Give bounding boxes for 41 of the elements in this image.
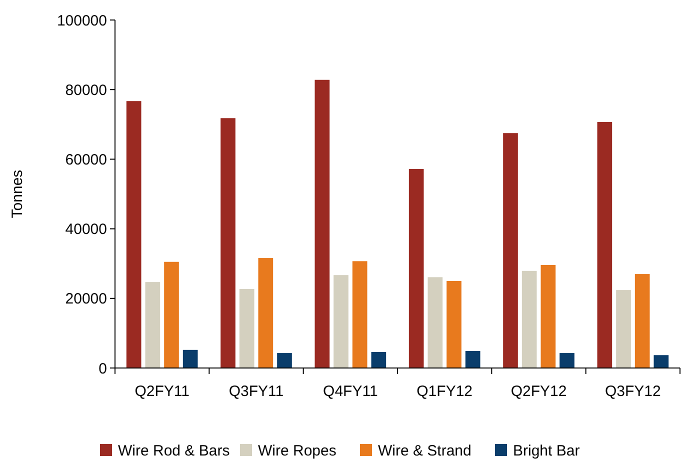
bar	[314, 80, 330, 368]
legend-label: Wire Ropes	[258, 442, 336, 460]
x-tick-label: Q3FY11	[228, 383, 284, 400]
bar	[334, 275, 348, 368]
legend-label: Wire & Strand	[378, 442, 472, 460]
bar	[503, 133, 518, 368]
bar	[220, 118, 236, 368]
bar	[408, 168, 424, 368]
legend-label: Wire Rod & Bars	[118, 442, 230, 460]
bar	[182, 350, 198, 368]
legend-label: Bright Bar	[513, 442, 580, 460]
bar	[145, 282, 160, 368]
bar	[522, 270, 537, 368]
y-axis-title: Tonnes	[9, 170, 26, 218]
y-tick-label: 20000	[65, 290, 107, 308]
bar	[560, 353, 574, 368]
bar	[597, 122, 612, 368]
bar	[126, 101, 142, 368]
bar	[616, 290, 631, 368]
x-tick-label: Q4FY11	[323, 383, 378, 400]
x-tick-label: Q1FY12	[416, 383, 473, 400]
x-tick-label: Q2FY12	[510, 383, 567, 400]
y-tick-label: 60000	[65, 151, 107, 168]
bar	[654, 355, 669, 368]
bar	[371, 352, 386, 368]
y-tick-label: 100000	[56, 12, 107, 30]
x-tick-label: Q3FY12	[604, 383, 661, 400]
y-tick-label: 40000	[65, 221, 107, 238]
y-tick-label: 80000	[65, 82, 107, 99]
bar	[540, 264, 556, 368]
y-tick-label: 0	[98, 360, 107, 378]
bar	[428, 277, 443, 368]
x-tick-label: Q2FY11	[134, 383, 190, 400]
bar	[634, 274, 650, 368]
bar	[352, 261, 368, 368]
bar	[164, 262, 179, 368]
bar	[277, 353, 292, 368]
bar	[446, 281, 462, 368]
bar	[258, 258, 274, 368]
bar	[239, 289, 254, 368]
bar	[465, 350, 480, 368]
